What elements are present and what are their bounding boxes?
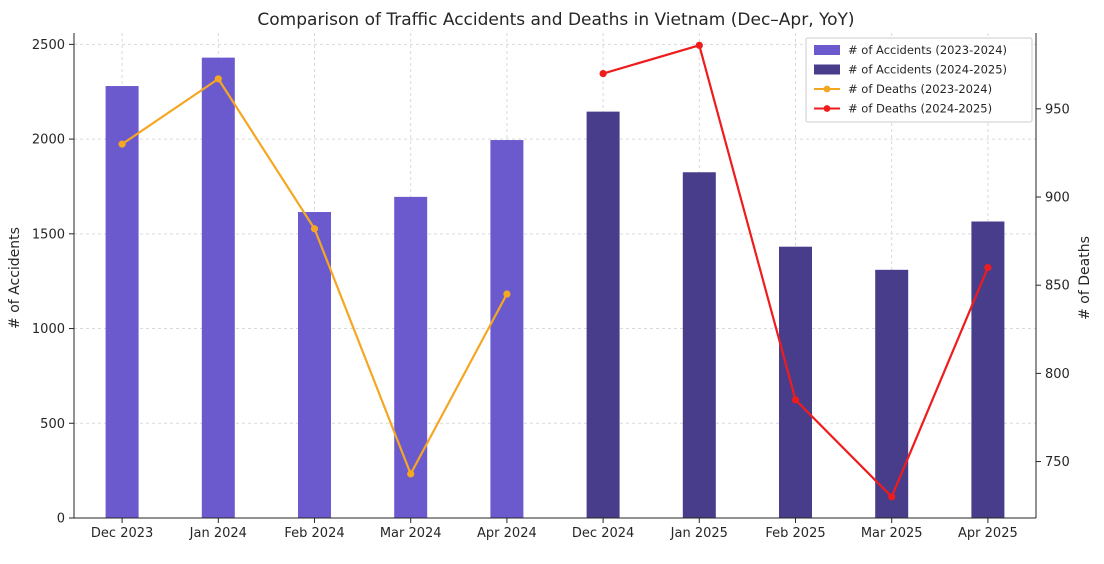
right-y-axis-label: # of Deaths xyxy=(1077,236,1093,320)
left-y-tick-label: 1000 xyxy=(32,322,65,337)
axes xyxy=(73,33,1037,519)
ticks: 0 500 1000 1500 2000 2500 750 800 850 900 950 Dec 2… xyxy=(32,38,1070,541)
bar xyxy=(201,57,235,518)
x-tick-label: Feb 2025 xyxy=(765,526,825,541)
legend-frame xyxy=(805,37,1033,123)
data-point xyxy=(888,493,896,501)
legend-label: # of Deaths (2024-2025) xyxy=(848,102,992,116)
bar xyxy=(779,246,812,518)
bars xyxy=(105,57,1005,518)
chart-title: Comparison of Traffic Accidents and Deat… xyxy=(257,10,854,30)
data-point xyxy=(310,225,319,233)
x-tick-label: Feb 2024 xyxy=(284,526,344,541)
legend-label: # of Accidents (2024-2025) xyxy=(848,63,1007,77)
data-point xyxy=(503,290,511,298)
x-tick-label: Mar 2025 xyxy=(861,526,923,541)
bar xyxy=(875,269,909,518)
data-point xyxy=(695,41,703,49)
left-y-tick-label: 2000 xyxy=(32,133,65,148)
x-tick-label: Dec 2023 xyxy=(91,526,153,541)
bar xyxy=(490,140,524,518)
data-point xyxy=(407,470,415,478)
bar xyxy=(682,172,716,518)
legend-swatch xyxy=(814,64,840,75)
data-point xyxy=(599,69,607,78)
bar xyxy=(105,86,139,518)
legend: # of Accidents (2023-2024) # of Accidents… xyxy=(805,37,1033,123)
x-tick-label: Jan 2024 xyxy=(189,526,247,541)
bar xyxy=(394,196,428,518)
left-y-tick-label: 500 xyxy=(40,417,65,432)
lines xyxy=(118,41,992,501)
legend-marker xyxy=(823,105,831,112)
left-y-tick-label: 1500 xyxy=(32,227,65,242)
x-tick-label: Jan 2025 xyxy=(670,526,728,541)
right-y-tick-label: 800 xyxy=(1045,367,1070,382)
legend-swatch xyxy=(814,45,840,55)
bar xyxy=(298,212,331,518)
left-y-axis-label: # of Accidents xyxy=(7,227,23,329)
x-tick-label: Apr 2025 xyxy=(958,526,1018,541)
right-y-tick-label: 850 xyxy=(1045,279,1070,294)
left-y-tick-label: 2500 xyxy=(32,38,65,53)
left-y-tick-label: 0 xyxy=(57,512,65,527)
legend-label: # of Accidents (2023-2024) xyxy=(848,43,1007,57)
data-point xyxy=(118,140,126,148)
data-point xyxy=(791,396,800,404)
right-y-tick-label: 950 xyxy=(1045,102,1070,117)
bar xyxy=(586,111,620,518)
x-tick-label: Apr 2024 xyxy=(477,526,537,541)
legend-marker xyxy=(823,85,831,93)
x-tick-label: Dec 2024 xyxy=(572,526,634,541)
x-tick-label: Mar 2024 xyxy=(380,526,442,541)
right-y-tick-label: 900 xyxy=(1045,191,1070,206)
data-point xyxy=(214,75,222,83)
data-point xyxy=(984,263,992,272)
legend-label: # of Deaths (2023-2024) xyxy=(848,82,992,96)
right-y-tick-label: 750 xyxy=(1045,455,1070,470)
